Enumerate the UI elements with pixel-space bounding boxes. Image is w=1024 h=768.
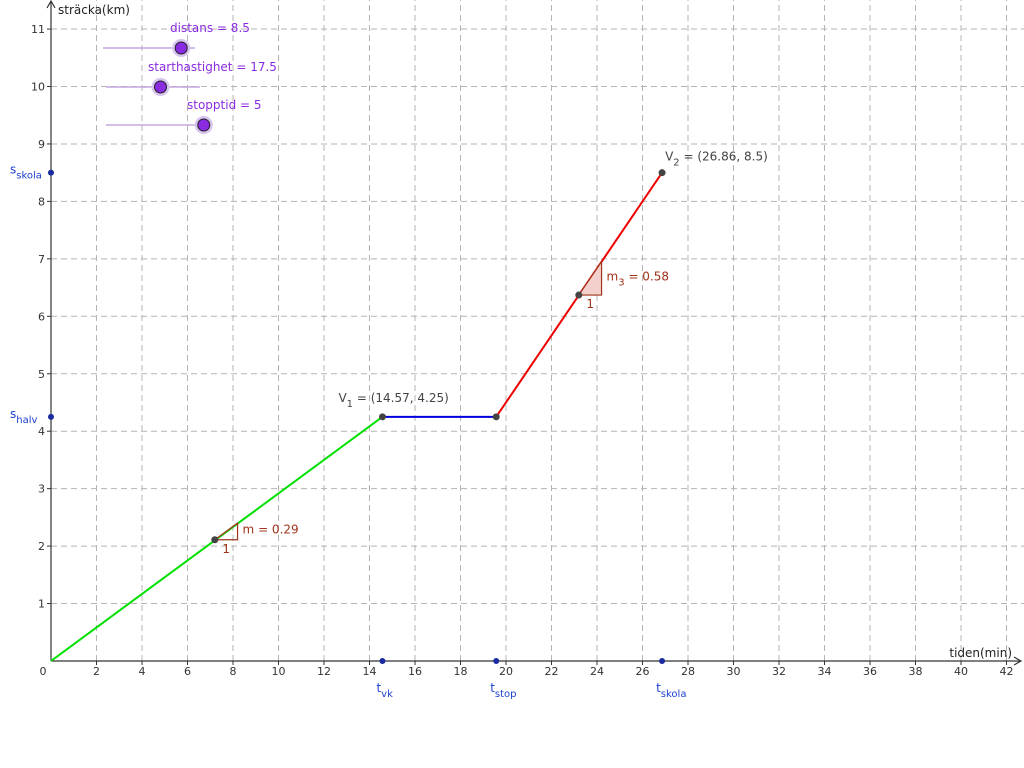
x-tick-label: 0 <box>40 665 47 678</box>
slope-run-label: 1 <box>586 297 594 311</box>
x-tick-label: 34 <box>818 665 832 678</box>
label-s-skola: sskola <box>10 163 42 182</box>
slider-label: stopptid = 5 <box>187 98 262 112</box>
x-tick-label: 36 <box>863 665 877 678</box>
x-axis-arrow <box>1013 656 1023 666</box>
slope-triangle <box>577 259 603 296</box>
marker-s-halv <box>48 413 54 420</box>
slider-knob[interactable] <box>174 41 188 55</box>
x-tick-label: 38 <box>909 665 923 678</box>
sliders: distans = 8.5 starthastighet = 17.5 stoppt… <box>103 21 277 134</box>
slope-anchor-point <box>575 291 583 299</box>
y-axis-arrow <box>46 0 56 9</box>
label-s-halv: shalv <box>10 407 38 426</box>
x-tick-label: 30 <box>727 665 741 678</box>
slider-knob[interactable] <box>154 80 168 94</box>
points: V1 = (14.57, 4.25) V2 = (26.86, 8.5) <box>338 150 768 421</box>
y-axis-label: sträcka(km) <box>58 3 130 17</box>
x-tick-label: 8 <box>230 665 237 678</box>
x-tick-label: 32 <box>772 665 786 678</box>
x-tick-label: 18 <box>454 665 468 678</box>
axes <box>46 0 1023 666</box>
y-tick-label: 5 <box>38 368 45 381</box>
x-tick-label: 12 <box>317 665 331 678</box>
label-t-stop: tstop <box>490 681 516 700</box>
x-tick-label: 14 <box>363 665 377 678</box>
x-tick-label: 10 <box>272 665 286 678</box>
x-tick-label: 16 <box>408 665 422 678</box>
slider-label: distans = 8.5 <box>170 21 250 35</box>
slope-triangles: 1 m = 0.29 1 m3 = 0.58 <box>211 259 669 556</box>
slope-anchor-point <box>211 536 219 544</box>
x-tick-label: 20 <box>499 665 513 678</box>
tick-labels: 0 2 4 6 8 10 12 14 16 18 20 22 24 26 28 30 32 34 36 38 40 421… <box>31 23 1014 678</box>
x-tick-label: 2 <box>93 665 100 678</box>
slider-label: starthastighet = 17.5 <box>148 60 277 74</box>
point-v2-label: V2 = (26.86, 8.5) <box>665 150 768 169</box>
series <box>50 172 663 662</box>
point-v1 <box>378 413 386 421</box>
marker-t-vk <box>379 658 386 664</box>
slope-label: m3 = 0.58 <box>607 269 669 288</box>
y-tick-label: 3 <box>38 483 45 496</box>
marker-t-stop <box>493 658 500 664</box>
marker-s-skola <box>48 169 54 176</box>
y-tick-label: 4 <box>38 425 45 438</box>
y-tick-label: 9 <box>38 138 45 151</box>
y-tick-label: 7 <box>38 253 45 266</box>
point-v1-label: V1 = (14.57, 4.25) <box>338 391 448 410</box>
x-tick-label: 22 <box>545 665 559 678</box>
x-tick-label: 26 <box>636 665 650 678</box>
x-tick-label: 42 <box>1000 665 1014 678</box>
x-tick-label: 28 <box>681 665 695 678</box>
y-tick-label: 11 <box>31 23 45 36</box>
label-t-vk: tvk <box>376 681 393 700</box>
y-tick-label: 1 <box>38 598 45 611</box>
point-v2 <box>658 169 666 177</box>
label-t-skola: tskola <box>656 681 686 700</box>
x-tick-label: 6 <box>184 665 191 678</box>
slope-label: m = 0.29 <box>243 522 299 536</box>
x-axis-label: tiden(min) <box>949 646 1012 660</box>
marker-t-skola <box>659 658 666 664</box>
grid <box>51 0 1024 661</box>
x-tick-label: 4 <box>139 665 146 678</box>
x-tick-label: 40 <box>954 665 968 678</box>
stop-end-point <box>492 413 500 421</box>
axis-markers: sskola shalv tvk tstop tskola <box>10 163 686 700</box>
slider-knob[interactable] <box>197 118 211 132</box>
y-tick-label: 8 <box>38 195 45 208</box>
slope-triangle <box>212 521 239 541</box>
y-tick-label: 6 <box>38 310 45 323</box>
slope-run-label: 1 <box>222 542 230 556</box>
y-tick-label: 10 <box>31 81 45 94</box>
x-tick-label: 24 <box>590 665 604 678</box>
y-tick-label: 2 <box>38 540 45 553</box>
